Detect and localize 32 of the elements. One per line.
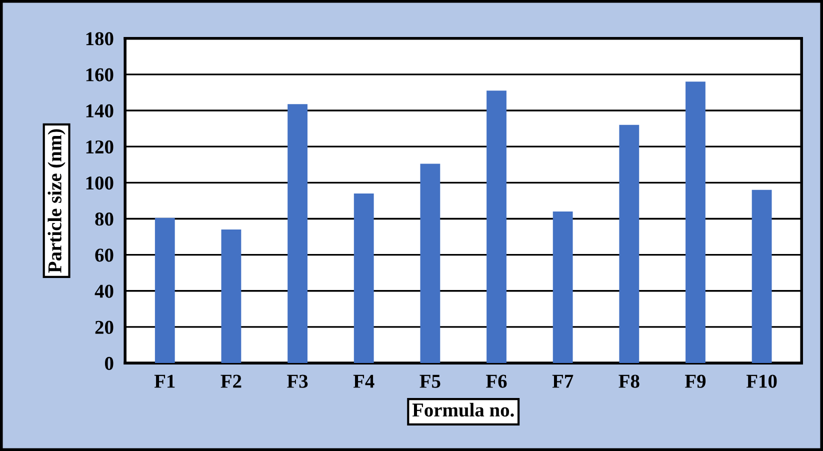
bar [619, 124, 640, 364]
bar [221, 230, 242, 364]
y-tick-label: 180 [86, 32, 114, 46]
y-tick-label: 40 [94, 284, 114, 298]
x-tick-label: F2 [220, 374, 242, 388]
bar [686, 82, 706, 364]
y-tick-label: 80 [95, 212, 114, 226]
bar [354, 193, 374, 364]
x-tick-label: F3 [287, 374, 308, 388]
bar [752, 190, 772, 364]
y-tick-label: 20 [95, 320, 114, 334]
bar [420, 164, 440, 364]
y-tick-label: 120 [86, 140, 114, 154]
y-tick-label: 60 [95, 248, 114, 262]
x-tick-label: F5 [420, 374, 440, 388]
x-tick-label: F9 [685, 374, 706, 388]
y-tick-label: 160 [86, 68, 114, 82]
x-tick-label: F4 [353, 374, 374, 388]
x-axis-title: Formula no. [412, 402, 514, 417]
bar [486, 90, 506, 364]
x-tick-label: F6 [486, 374, 507, 388]
x-tick-label: F7 [552, 374, 574, 388]
bar [154, 218, 175, 364]
x-tick-label: F8 [618, 374, 640, 388]
x-tick-label: F10 [746, 374, 777, 388]
bar [552, 212, 573, 364]
x-tick-label: F1 [154, 374, 175, 388]
y-tick-label: 140 [86, 104, 114, 118]
y-tick-label: 100 [86, 176, 114, 190]
y-tick-label: 0 [105, 356, 114, 370]
y-axis-title: Particle size (nm) [48, 129, 66, 273]
bar [288, 104, 308, 364]
